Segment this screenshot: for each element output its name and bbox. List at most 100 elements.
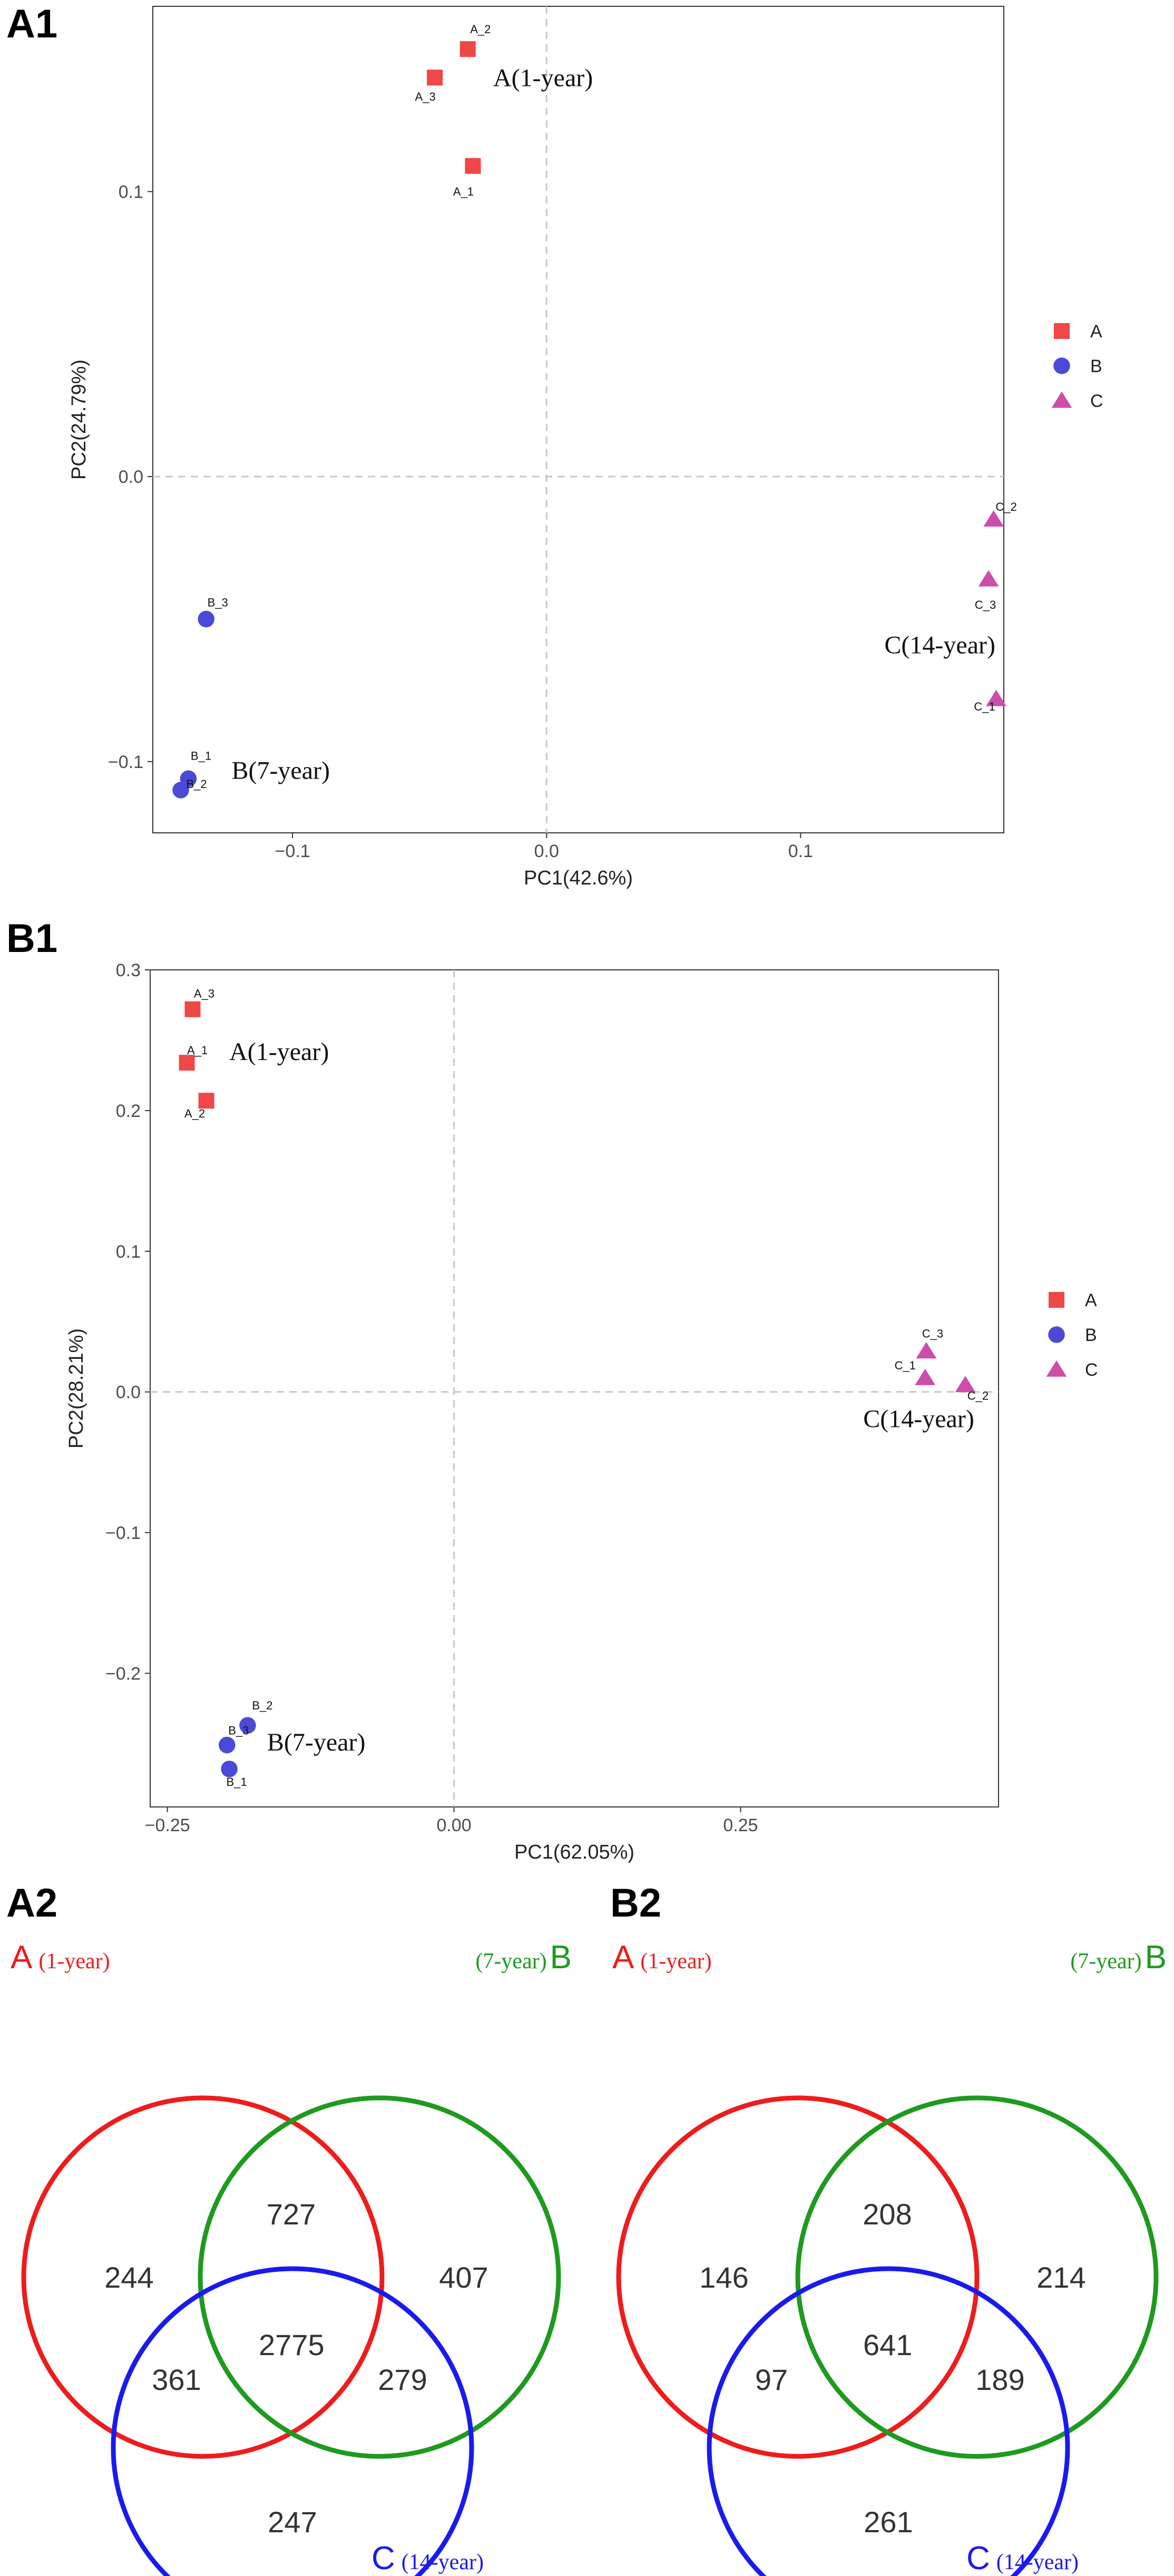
- data-point-c-2: [983, 510, 1004, 527]
- legend-label-b: B: [1085, 1325, 1097, 1345]
- group-annotation: B(7-year): [267, 1728, 366, 1756]
- y-tick-label: 0.1: [116, 1242, 141, 1262]
- venn-diagram-a2: A (1-year) (7-year)B C (14-year) 244 727 407 361…: [11, 1939, 572, 2576]
- data-point-c-1: [986, 689, 1006, 706]
- pca-chart-a1: −0.1 0.0 0.1 0.1 0.0 −0.1 PC1(42.6%) PC2(24.79%…: [68, 6, 1103, 889]
- x-axis-title: PC1(62.05%): [514, 1841, 634, 1863]
- venn-count-ac: 361: [152, 2363, 201, 2396]
- panel-label-b1: B1: [6, 916, 58, 961]
- point-label: B_1: [227, 1775, 247, 1788]
- venn-count-ac: 97: [755, 2363, 788, 2396]
- y-tick-label: 0.3: [116, 960, 141, 980]
- x-tick-label: −0.25: [145, 1815, 190, 1835]
- data-point-c-2: [955, 1376, 976, 1393]
- venn-circle-c: [111, 2266, 474, 2576]
- legend-key-a: [1054, 323, 1070, 339]
- legend-label-b: B: [1090, 356, 1102, 376]
- venn-circle-a: [21, 2095, 385, 2459]
- y-axis-title: PC2(28.21%): [65, 1328, 87, 1449]
- data-point-c-3: [978, 570, 999, 587]
- point-label: A_2: [184, 1107, 205, 1120]
- legend-label-a: A: [1085, 1290, 1097, 1310]
- group-annotation: C(14-year): [884, 631, 995, 659]
- legend-label-a: A: [1090, 322, 1102, 342]
- legend-key-b: [1053, 357, 1070, 374]
- data-point-b-3: [219, 1736, 236, 1754]
- venn-label-a: A (1-year): [612, 1939, 712, 1976]
- x-tick-label: 0.1: [788, 841, 813, 861]
- point-label: C_1: [974, 700, 995, 713]
- venn-label-b: (7-year)B: [1070, 1939, 1167, 1976]
- point-label: C_3: [922, 1327, 943, 1340]
- data-point-c-3: [916, 1342, 937, 1359]
- data-point-a-3: [184, 1001, 201, 1017]
- y-tick-label: 0.0: [116, 1383, 141, 1403]
- x-tick-label: −0.1: [275, 841, 310, 861]
- venn-count-c-only: 247: [268, 2505, 317, 2539]
- data-point-b-2: [172, 782, 189, 799]
- point-label: B_3: [208, 596, 228, 609]
- venn-count-ab: 208: [863, 2198, 912, 2231]
- venn-count-a-only: 146: [699, 2261, 748, 2294]
- point-label: C_2: [996, 500, 1017, 513]
- venn-label-c: C (14-year): [371, 2540, 484, 2576]
- data-point-a-1: [179, 1055, 195, 1071]
- y-tick-label: 0.1: [119, 182, 143, 202]
- data-point-a-3: [427, 70, 443, 86]
- data-point-c-1: [915, 1368, 936, 1385]
- venn-count-ab: 727: [267, 2198, 316, 2231]
- group-annotation: C(14-year): [863, 1405, 974, 1433]
- point-label: A_3: [415, 90, 436, 103]
- point-label: B_2: [252, 1699, 272, 1712]
- point-label: C_1: [895, 1359, 916, 1372]
- x-tick-label: 0.0: [534, 841, 559, 861]
- legend-key-c: [1046, 1360, 1067, 1377]
- point-label: B_2: [186, 777, 207, 791]
- venn-label-c: C (14-year): [966, 2540, 1079, 2576]
- venn-count-c-only: 261: [864, 2505, 913, 2539]
- data-point-a-1: [465, 158, 481, 174]
- panel-label-b2: B2: [610, 1881, 662, 1926]
- point-label: C_3: [975, 598, 996, 611]
- point-label: A_1: [187, 1044, 208, 1057]
- venn-label-a: A (1-year): [11, 1939, 110, 1976]
- data-point-b-1: [221, 1761, 238, 1777]
- pca-chart-b1: −0.25 0.00 0.25 0.3 0.2 0.1 0.0 −0.1 −0.2 PC1(62.…: [65, 960, 1098, 1863]
- y-tick-label: 0.0: [119, 467, 143, 487]
- x-axis-title: PC1(42.6%): [524, 867, 633, 889]
- point-label: B_3: [228, 1724, 249, 1737]
- y-tick-label: 0.2: [116, 1101, 141, 1121]
- x-tick-label: 0.25: [723, 1815, 758, 1835]
- point-label: A_2: [470, 23, 491, 36]
- y-tick-label: −0.1: [108, 752, 143, 772]
- venn-circle-b: [795, 2095, 1159, 2459]
- venn-count-bc: 279: [378, 2363, 427, 2396]
- panel-label-a2: A2: [6, 1881, 58, 1926]
- legend-key-a: [1049, 1292, 1064, 1308]
- venn-count-a-only: 244: [104, 2261, 153, 2294]
- data-point-a-2: [459, 41, 476, 57]
- point-label: A_3: [194, 987, 214, 1000]
- venn-diagram-b2: A (1-year) (7-year)B C (14-year) 146 208 214 97 6…: [612, 1939, 1167, 2576]
- legend-label-c: C: [1085, 1360, 1098, 1380]
- plot-area: [152, 6, 1004, 833]
- panel-label-a1: A1: [6, 2, 58, 46]
- venn-count-abc: 641: [863, 2328, 912, 2361]
- group-annotation: A(1-year): [229, 1038, 329, 1066]
- group-annotation: B(7-year): [231, 756, 330, 784]
- x-tick-label: 0.00: [436, 1815, 471, 1835]
- y-tick-label: −0.1: [105, 1523, 141, 1543]
- point-label: B_1: [191, 749, 211, 762]
- legend-key-c: [1051, 391, 1072, 408]
- venn-circle-c: [707, 2266, 1070, 2576]
- venn-count-abc: 2775: [259, 2328, 325, 2361]
- legend-label-c: C: [1090, 391, 1103, 411]
- venn-count-b-only: 214: [1036, 2261, 1085, 2294]
- venn-label-b: (7-year)B: [475, 1939, 572, 1976]
- venn-count-bc: 189: [975, 2363, 1024, 2396]
- data-point-b-2: [239, 1717, 256, 1734]
- venn-circle-b: [198, 2095, 561, 2459]
- y-axis-title: PC2(24.79%): [68, 359, 90, 480]
- legend-key-b: [1048, 1326, 1065, 1343]
